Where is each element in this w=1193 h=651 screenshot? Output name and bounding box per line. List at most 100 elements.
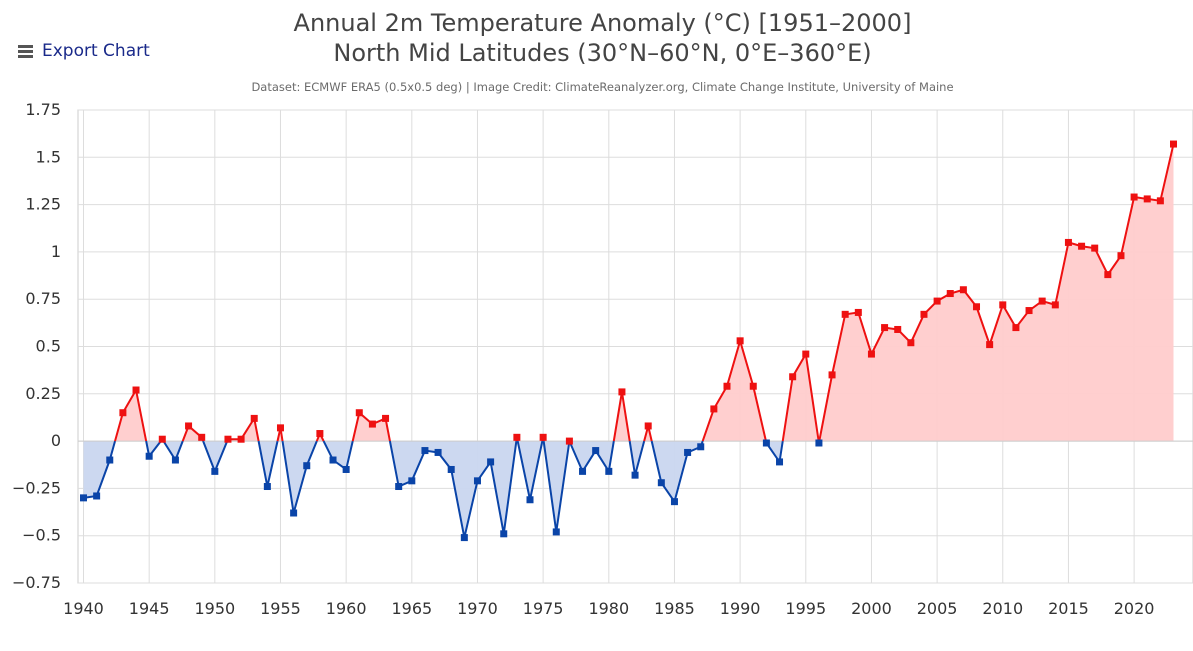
x-tick-label: 1960 (326, 599, 367, 618)
x-tick-label: 1955 (260, 599, 301, 618)
data-point (80, 494, 87, 502)
negative-area (258, 441, 278, 487)
data-point (644, 422, 652, 430)
data-point (881, 324, 889, 332)
x-tick-label: 1990 (720, 599, 761, 618)
y-tick-label: 1.75 (25, 100, 61, 119)
data-point (605, 467, 613, 475)
data-point (565, 437, 573, 445)
x-tick-label: 1985 (654, 599, 695, 618)
data-point (487, 458, 495, 466)
data-point (329, 456, 337, 464)
data-point (421, 447, 429, 455)
data-point (1051, 301, 1059, 309)
data-point (802, 350, 810, 358)
data-point (670, 498, 678, 506)
data-point (946, 290, 954, 298)
data-point (618, 388, 626, 396)
data-point (93, 492, 101, 500)
x-tick-label: 2020 (1114, 599, 1155, 618)
data-point (684, 448, 692, 456)
negative-area (323, 441, 353, 470)
chart-title: Annual 2m Temperature Anomaly (°C) [1951… (0, 8, 1193, 68)
data-point (290, 509, 298, 517)
data-point (1156, 197, 1164, 205)
data-point (145, 452, 153, 460)
chart-subtitle: Dataset: ECMWF ERA5 (0.5x0.5 deg) | Imag… (251, 80, 954, 94)
negative-area (765, 441, 783, 462)
x-tick-label: 1975 (523, 599, 564, 618)
positive-series-line (114, 387, 148, 442)
data-point (119, 409, 127, 417)
data-point (185, 422, 193, 430)
data-point (710, 405, 718, 413)
y-tick-label: −0.25 (12, 478, 61, 497)
data-point (1064, 238, 1072, 246)
export-chart-label: Export Chart (42, 41, 150, 61)
data-point (867, 350, 875, 358)
data-point (473, 477, 481, 485)
data-point (171, 456, 179, 464)
data-point (198, 433, 206, 441)
negative-area (83, 441, 116, 498)
positive-series-line (701, 337, 767, 442)
negative-area (203, 441, 228, 472)
y-tick-label: 1.5 (36, 147, 61, 166)
y-tick-label: −0.5 (22, 526, 61, 545)
data-point (263, 483, 271, 491)
x-tick-label: 1940 (63, 599, 104, 618)
data-point (382, 414, 390, 422)
data-point (513, 433, 521, 441)
x-tick-label: 1945 (129, 599, 170, 618)
data-point (224, 435, 232, 443)
data-point (211, 467, 219, 475)
y-tick-label: −0.75 (12, 573, 61, 592)
negative-series-line (83, 440, 116, 499)
export-chart-button[interactable]: Export Chart (18, 41, 150, 61)
positive-area (819, 144, 1174, 442)
positive-area (702, 340, 766, 442)
data-point (986, 341, 994, 349)
menu-icon (18, 43, 33, 60)
data-point (592, 447, 600, 455)
data-point (1117, 252, 1125, 260)
data-point (1104, 271, 1112, 279)
data-point (1012, 324, 1020, 332)
data-point (579, 467, 587, 475)
x-tick-label: 2015 (1048, 599, 1089, 618)
data-point (736, 337, 744, 345)
data-point (408, 477, 416, 485)
positive-area (613, 391, 630, 442)
data-point (132, 386, 140, 394)
data-point (828, 371, 836, 379)
negative-series-line (281, 440, 318, 514)
data-point (434, 448, 442, 456)
data-point (447, 465, 455, 473)
data-point (303, 462, 311, 470)
positive-series-line (781, 351, 820, 442)
data-point (631, 471, 639, 479)
x-tick-label: 1980 (588, 599, 629, 618)
y-tick-label: 0.25 (25, 384, 61, 403)
data-point (1130, 193, 1138, 201)
negative-area (389, 441, 517, 538)
data-point (749, 382, 757, 390)
positive-area (782, 354, 819, 442)
data-point (460, 534, 468, 542)
data-point (907, 339, 915, 347)
data-point (933, 297, 941, 305)
data-point (854, 308, 862, 316)
data-point (368, 420, 376, 428)
chart-title-line2: North Mid Latitudes (30°N–60°N, 0°E–360°… (333, 39, 872, 67)
x-tick-label: 1950 (194, 599, 235, 618)
data-point (526, 496, 534, 504)
data-point (999, 301, 1007, 309)
data-point (158, 435, 166, 443)
data-point (552, 528, 560, 536)
data-point (539, 433, 547, 441)
data-point (500, 530, 508, 538)
y-tick-label: 0.75 (25, 289, 61, 308)
data-point (1170, 140, 1177, 148)
data-point (342, 465, 350, 473)
